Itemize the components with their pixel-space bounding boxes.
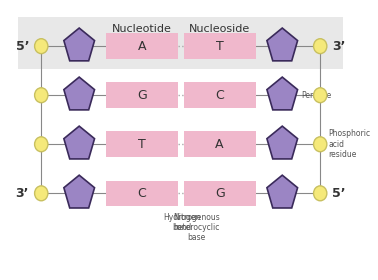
Circle shape xyxy=(314,88,327,103)
FancyBboxPatch shape xyxy=(184,181,256,206)
Circle shape xyxy=(35,137,48,152)
Text: T: T xyxy=(216,40,223,53)
Text: G: G xyxy=(215,187,225,200)
Circle shape xyxy=(314,39,327,54)
Polygon shape xyxy=(267,77,297,110)
FancyBboxPatch shape xyxy=(19,17,343,69)
Text: Hydrogen
bond: Hydrogen bond xyxy=(163,213,200,232)
Polygon shape xyxy=(64,175,94,208)
Polygon shape xyxy=(64,28,94,61)
Text: 5’: 5’ xyxy=(15,40,29,53)
Text: 3’: 3’ xyxy=(333,40,346,53)
Text: A: A xyxy=(138,40,146,53)
Text: Nucleoside: Nucleoside xyxy=(189,24,250,34)
FancyBboxPatch shape xyxy=(184,132,256,157)
Polygon shape xyxy=(267,175,297,208)
Text: G: G xyxy=(137,89,147,102)
FancyBboxPatch shape xyxy=(184,33,256,59)
Text: A: A xyxy=(215,138,224,151)
Polygon shape xyxy=(64,77,94,110)
Text: T: T xyxy=(138,138,146,151)
FancyBboxPatch shape xyxy=(106,132,178,157)
Polygon shape xyxy=(64,126,94,159)
Circle shape xyxy=(35,88,48,103)
FancyBboxPatch shape xyxy=(184,82,256,108)
Circle shape xyxy=(35,39,48,54)
FancyBboxPatch shape xyxy=(106,82,178,108)
Circle shape xyxy=(314,137,327,152)
Polygon shape xyxy=(267,28,297,61)
Text: Nitrogenous
heterocyclic
base: Nitrogenous heterocyclic base xyxy=(174,213,220,242)
Text: 3’: 3’ xyxy=(15,187,29,200)
Circle shape xyxy=(314,186,327,201)
Text: C: C xyxy=(215,89,224,102)
FancyBboxPatch shape xyxy=(106,33,178,59)
Polygon shape xyxy=(267,126,297,159)
Text: 5’: 5’ xyxy=(332,187,346,200)
Text: C: C xyxy=(138,187,146,200)
Text: Pentose: Pentose xyxy=(301,91,332,100)
Text: Nucleotide: Nucleotide xyxy=(112,24,172,34)
FancyBboxPatch shape xyxy=(106,181,178,206)
Text: Phosphoric
acid
residue: Phosphoric acid residue xyxy=(329,129,371,159)
Circle shape xyxy=(35,186,48,201)
